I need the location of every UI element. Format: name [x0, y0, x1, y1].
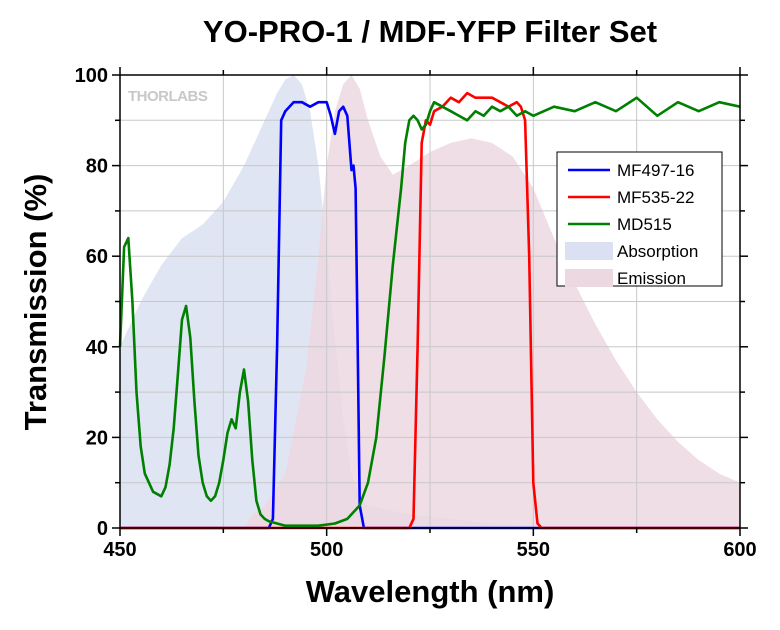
absorption-legend-swatch — [565, 242, 613, 260]
x-tick-label: 550 — [517, 539, 550, 561]
md515-line — [118, 96, 741, 528]
x-axis-title: Wavelength (nm) — [306, 574, 555, 609]
legend: MF497-16 MF535-22 MD515 Absorption Emission — [556, 151, 723, 288]
y-tick-label: 20 — [86, 427, 108, 449]
x-tick-label: 450 — [103, 539, 136, 561]
y-axis-title: Transmission (%) — [18, 174, 53, 431]
legend-box — [556, 151, 723, 287]
x-tick-label: 500 — [310, 539, 343, 561]
x-tick-label: 600 — [723, 539, 756, 561]
mf497-16-line — [120, 100, 740, 530]
mf497-16-legend-label: MF497-16 — [617, 161, 694, 180]
mf535-22-legend-label: MF535-22 — [617, 188, 694, 207]
y-tick-label: 80 — [86, 156, 108, 178]
absorption-legend-label: Absorption — [617, 242, 698, 261]
chart-title: YO-PRO-1 / MDF-YFP Filter Set — [202, 14, 658, 49]
emission-legend-label: Emission — [617, 269, 686, 288]
mf535-22-line — [120, 91, 740, 530]
emission-legend-swatch — [565, 269, 613, 287]
absorption-area — [120, 75, 554, 528]
y-tick-label: 40 — [86, 337, 108, 359]
y-tick-label: 0 — [97, 518, 108, 540]
y-tick-label: 100 — [75, 65, 108, 87]
thorlabs-watermark: THORLABS — [128, 88, 208, 105]
md515-legend-label: MD515 — [617, 215, 672, 234]
y-tick-label: 60 — [86, 246, 108, 268]
